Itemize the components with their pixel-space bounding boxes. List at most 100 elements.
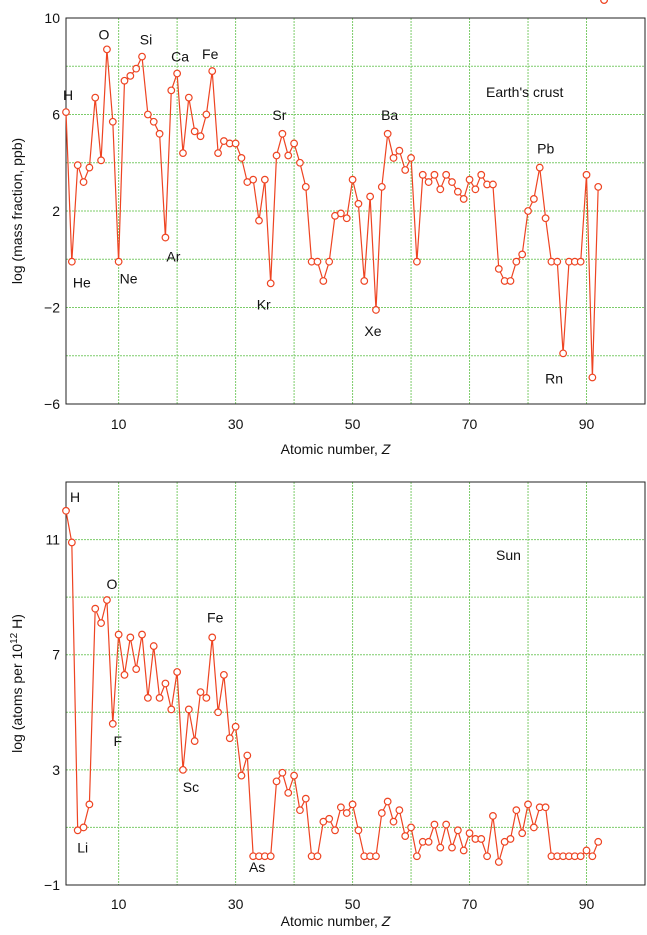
data-point — [576, 852, 585, 861]
data-point — [284, 151, 293, 160]
x-tick-label: 50 — [345, 416, 361, 432]
data-point — [85, 800, 94, 809]
data-point — [255, 216, 263, 225]
data-point — [114, 257, 123, 266]
data-point — [208, 67, 217, 75]
data-point — [143, 693, 152, 702]
data-point — [103, 45, 111, 54]
sun-y-ticks: −1 3 7 11 — [44, 532, 60, 893]
data-point — [108, 719, 117, 728]
data-point — [541, 214, 550, 223]
data-point — [103, 596, 111, 604]
sun-y-axis-label: log (atoms per 1012 H) — [9, 614, 26, 753]
data-point — [67, 257, 76, 266]
data-point — [85, 163, 94, 172]
y-tick-label: 10 — [44, 10, 60, 26]
sun-element-labels: H Li O F Sc Fe As — [70, 489, 265, 875]
data-point — [354, 826, 363, 835]
data-point — [477, 835, 486, 843]
element-label: F — [114, 733, 123, 749]
crust-y-ticks: −6 −2 2 6 10 — [44, 10, 60, 412]
data-point — [459, 846, 468, 855]
data-point — [132, 64, 141, 73]
data-point — [73, 161, 82, 170]
y-tick-label: −2 — [44, 300, 60, 316]
element-label: Si — [140, 32, 152, 48]
crust-grid — [66, 18, 645, 404]
data-point — [313, 257, 322, 266]
data-point — [453, 826, 462, 835]
data-point — [260, 175, 269, 184]
data-point — [383, 129, 392, 138]
data-point — [588, 373, 597, 382]
element-label: Ar — [166, 249, 180, 265]
data-point — [301, 794, 310, 803]
data-point — [524, 207, 532, 215]
data-point — [155, 129, 164, 138]
data-point — [448, 843, 456, 852]
data-point — [430, 170, 439, 179]
element-label: H — [70, 489, 80, 505]
x-tick-label: 70 — [462, 896, 478, 912]
data-point — [97, 619, 105, 627]
data-point — [489, 812, 497, 820]
data-point — [108, 117, 117, 126]
data-point — [278, 768, 287, 777]
sun-x-ticks: 10 30 50 70 90 — [111, 896, 595, 912]
crust-plot-frame — [65, 17, 646, 405]
data-point — [179, 149, 187, 158]
data-point — [436, 185, 445, 194]
crust-x-ticks: 10 30 50 70 90 — [111, 416, 595, 432]
element-label: Ca — [171, 48, 189, 64]
data-point — [301, 182, 310, 191]
x-tick-label: 50 — [345, 896, 361, 912]
data-point — [372, 306, 380, 314]
data-point — [529, 195, 538, 203]
data-point — [494, 858, 503, 866]
data-point — [184, 705, 193, 714]
crust-x-axis-label: Atomic number, Z — [281, 441, 391, 457]
element-label: O — [106, 576, 117, 592]
data-point — [494, 265, 503, 273]
data-point — [202, 110, 211, 119]
data-point — [377, 809, 386, 817]
sun-panel-label: Sun — [496, 547, 521, 563]
data-point — [600, 0, 608, 4]
data-point — [366, 192, 375, 201]
data-point — [266, 852, 275, 861]
data-point — [284, 788, 293, 797]
element-label: Sc — [183, 779, 199, 795]
x-tick-label: 90 — [579, 416, 595, 432]
data-point — [214, 149, 222, 158]
data-point — [389, 817, 398, 826]
data-point — [79, 178, 88, 186]
element-label: Pb — [537, 141, 554, 157]
data-point — [477, 170, 486, 179]
data-point — [126, 633, 135, 642]
crust-y-axis-label: log (mass fraction, ppb) — [9, 138, 25, 284]
data-point — [138, 630, 146, 639]
data-point — [214, 708, 222, 717]
data-point — [208, 633, 217, 642]
data-point — [91, 604, 100, 613]
data-point — [290, 139, 298, 148]
data-point — [336, 209, 345, 218]
data-point — [231, 139, 240, 148]
data-point — [430, 820, 439, 829]
data-point — [512, 806, 521, 815]
data-point — [582, 170, 591, 179]
data-point — [453, 187, 462, 196]
data-point — [442, 170, 451, 179]
data-point — [483, 852, 491, 861]
element-label: Rn — [545, 370, 563, 386]
data-point — [319, 277, 328, 285]
data-point — [582, 846, 591, 855]
crust-panel: −6 −2 2 6 10 10 30 50 70 90 H He O Ne Si Ar Ca Fe Kr Sr Xe… — [9, 0, 646, 457]
element-label: As — [249, 859, 265, 875]
data-point — [196, 688, 205, 697]
data-point — [506, 835, 515, 843]
data-point — [331, 826, 339, 835]
data-point — [529, 823, 538, 832]
data-point — [249, 175, 258, 184]
data-point — [62, 506, 70, 515]
